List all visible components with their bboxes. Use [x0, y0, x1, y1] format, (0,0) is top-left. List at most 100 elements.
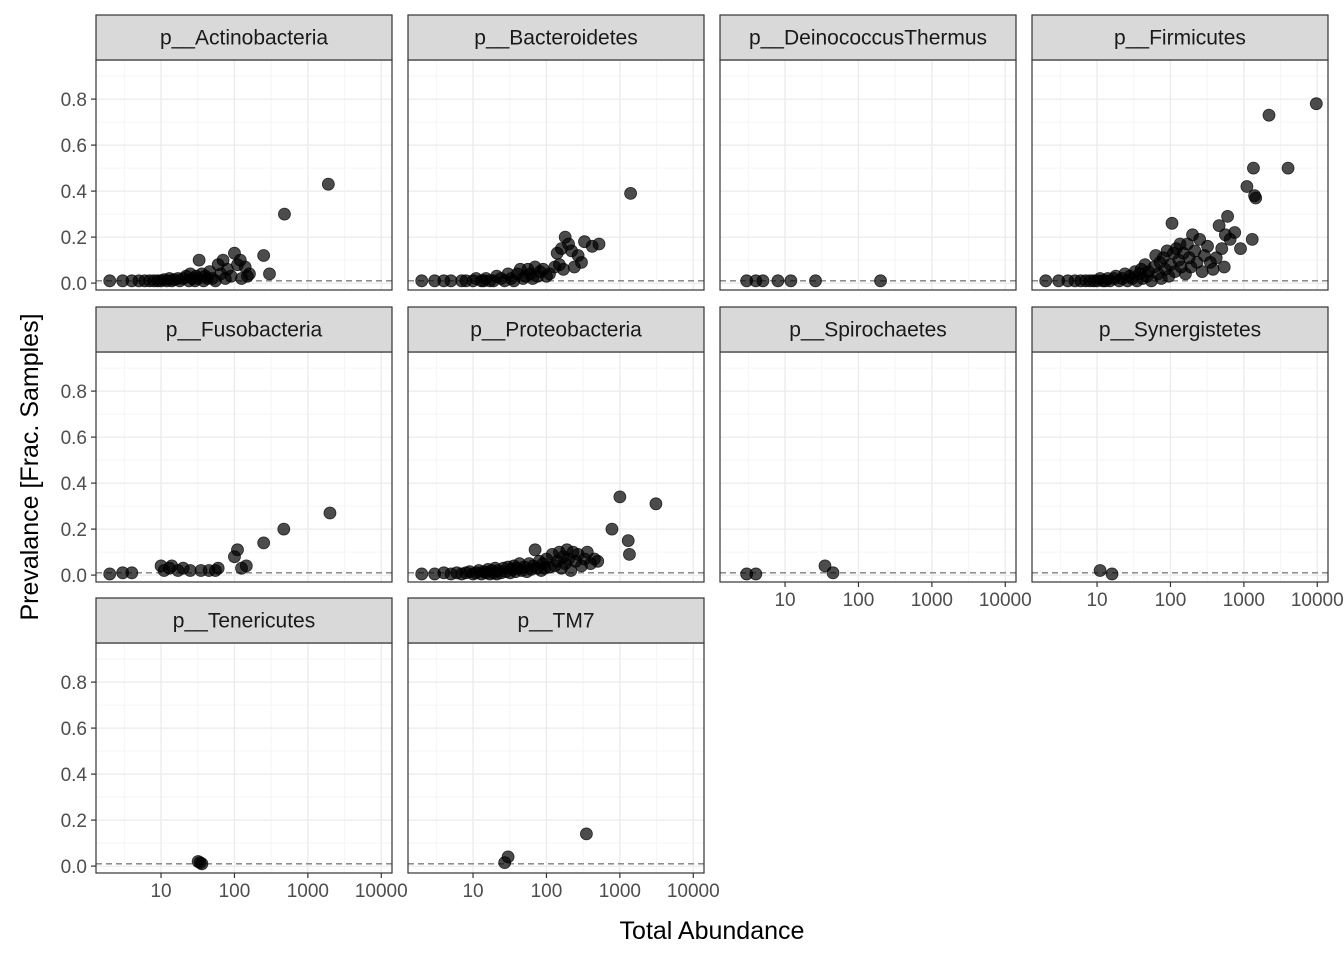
facet-strip — [95, 306, 393, 353]
facet-strip — [1031, 306, 1329, 353]
facet-panel: p__Spirochaetes 10 100 1000 10000 — [719, 306, 1032, 611]
data-point — [263, 267, 276, 281]
y-tick-label: 0.0 — [61, 274, 87, 295]
data-point — [501, 850, 515, 864]
data-point — [621, 534, 635, 547]
data-point — [605, 522, 619, 536]
data-point — [103, 567, 117, 581]
x-tick-label: 100 — [843, 590, 875, 611]
panel-background — [720, 352, 1016, 582]
facet-strip-label: p__Spirochaetes — [789, 319, 947, 342]
x-tick-label: 10 — [150, 881, 171, 902]
data-point — [1240, 180, 1254, 193]
facet-strip — [719, 306, 1017, 353]
y-tick-label: 0.6 — [61, 719, 87, 740]
y-tick-label: 0.2 — [61, 228, 87, 249]
facet-strip-label: p__Synergistetes — [1099, 319, 1261, 342]
facet-panel: p__Proteobacteria — [407, 306, 705, 583]
data-point — [243, 267, 256, 281]
x-tick-label: 10000 — [355, 881, 408, 902]
data-point — [826, 566, 840, 580]
facet-strip-label: p__Proteobacteria — [470, 319, 642, 342]
data-point — [323, 506, 337, 520]
y-tick-label: 0.6 — [61, 136, 87, 157]
facet-panel: p__Actinobacteria 0.0 0.2 0.4 0.6 0.8 — [61, 14, 393, 295]
data-point — [575, 255, 588, 269]
facet-strip-label: p__Tenericutes — [173, 610, 315, 633]
x-tick-label: 10 — [1086, 590, 1107, 611]
facet-strip — [1031, 14, 1329, 61]
data-point — [1228, 226, 1242, 239]
panel-background — [1032, 352, 1328, 582]
data-point — [579, 827, 593, 841]
data-point — [528, 543, 542, 557]
data-point — [1309, 97, 1323, 111]
data-point — [1195, 265, 1209, 279]
data-point — [257, 536, 271, 550]
data-point — [1247, 161, 1260, 175]
panel-background — [96, 643, 392, 873]
y-tick-label: 0.2 — [61, 520, 87, 541]
data-point — [125, 566, 139, 580]
y-tick-label: 0.8 — [61, 382, 87, 403]
x-tick-label: 100 — [1155, 590, 1187, 611]
y-tick-label: 0.2 — [61, 811, 87, 832]
data-point — [1234, 242, 1247, 256]
data-point — [239, 559, 253, 573]
data-point — [556, 262, 570, 276]
facet-panel: p__Firmicutes — [1031, 14, 1329, 291]
x-tick-label: 10000 — [1291, 590, 1344, 611]
data-point — [1221, 209, 1234, 223]
y-tick-label: 0.0 — [61, 857, 87, 878]
facet-strip-label: p__Actinobacteria — [160, 27, 328, 50]
x-tick-label: 100 — [531, 881, 563, 902]
y-tick-label: 0.8 — [61, 673, 87, 694]
panel-background — [408, 352, 704, 582]
facet-panel: p__TM7 10 100 1000 10000 — [407, 597, 720, 902]
facet-panel: p__Bacteroidetes — [407, 14, 705, 291]
data-point — [224, 269, 238, 283]
facet-strip — [719, 14, 1017, 61]
data-point — [257, 249, 271, 262]
data-point — [444, 274, 458, 288]
facet-strip — [95, 14, 393, 61]
data-point — [1201, 239, 1214, 253]
data-point — [749, 567, 763, 581]
data-point — [591, 554, 605, 568]
data-point — [771, 274, 785, 288]
data-point — [874, 274, 887, 288]
y-tick-label: 0.4 — [61, 765, 88, 786]
data-point — [624, 186, 637, 200]
facet-strip — [95, 597, 393, 644]
data-point — [415, 274, 429, 288]
data-point — [1105, 567, 1119, 581]
data-point — [415, 567, 429, 581]
y-tick-label: 0.4 — [61, 182, 88, 203]
facet-strip — [407, 14, 705, 61]
data-point — [1165, 216, 1179, 230]
data-point — [1209, 251, 1223, 265]
x-tick-label: 10000 — [979, 590, 1032, 611]
facet-panel: p__Fusobacteria 0.0 0.2 0.4 0.6 0.8 — [61, 306, 393, 587]
data-point — [756, 274, 770, 288]
facet-panel: p__Synergistetes 10 100 1000 10000 — [1031, 306, 1344, 611]
facet-panel: p__Tenericutes 0.0 0.2 0.4 0.6 0.8 10 100 1000 10… — [61, 597, 408, 902]
data-point — [613, 490, 627, 504]
panel-background — [408, 643, 704, 873]
data-point — [809, 274, 822, 288]
facet-strip-label: p__TM7 — [517, 610, 594, 633]
x-tick-label: 10 — [774, 590, 795, 611]
x-tick-label: 1000 — [1223, 590, 1265, 611]
x-tick-label: 1000 — [599, 881, 641, 902]
y-tick-label: 0.0 — [61, 566, 87, 587]
facet-strip-label: p__Fusobacteria — [166, 319, 323, 342]
data-point — [1249, 191, 1263, 205]
y-tick-label: 0.6 — [61, 428, 87, 449]
data-point — [103, 274, 117, 288]
y-tick-label: 0.4 — [61, 474, 88, 495]
data-point — [623, 548, 636, 561]
x-tick-label: 1000 — [911, 590, 953, 611]
data-point — [1093, 564, 1107, 577]
data-point — [1206, 262, 1220, 276]
